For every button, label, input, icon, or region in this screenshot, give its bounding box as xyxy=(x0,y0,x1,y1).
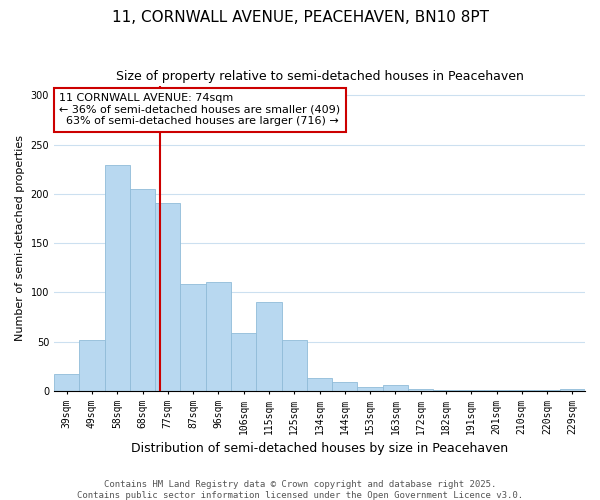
Bar xyxy=(155,202,181,391)
Bar xyxy=(509,390,535,391)
Text: 11 CORNWALL AVENUE: 74sqm
← 36% of semi-detached houses are smaller (409)
  63% : 11 CORNWALL AVENUE: 74sqm ← 36% of semi-… xyxy=(59,93,340,126)
Bar xyxy=(560,389,585,391)
Title: Size of property relative to semi-detached houses in Peacehaven: Size of property relative to semi-detach… xyxy=(116,70,523,83)
X-axis label: Distribution of semi-detached houses by size in Peacehaven: Distribution of semi-detached houses by … xyxy=(131,442,508,455)
Bar xyxy=(484,390,509,391)
Bar xyxy=(130,189,155,391)
Bar xyxy=(281,340,307,391)
Bar xyxy=(307,378,332,391)
Bar xyxy=(535,390,560,391)
Bar xyxy=(54,374,79,391)
Text: Contains HM Land Registry data © Crown copyright and database right 2025.
Contai: Contains HM Land Registry data © Crown c… xyxy=(77,480,523,500)
Bar xyxy=(256,302,281,391)
Bar xyxy=(408,389,433,391)
Bar xyxy=(458,390,484,391)
Bar xyxy=(206,282,231,391)
Bar xyxy=(79,340,104,391)
Bar xyxy=(433,390,458,391)
Bar xyxy=(358,387,383,391)
Bar xyxy=(181,284,206,391)
Bar xyxy=(332,382,358,391)
Text: 11, CORNWALL AVENUE, PEACEHAVEN, BN10 8PT: 11, CORNWALL AVENUE, PEACEHAVEN, BN10 8P… xyxy=(112,10,488,25)
Y-axis label: Number of semi-detached properties: Number of semi-detached properties xyxy=(15,135,25,341)
Bar xyxy=(383,385,408,391)
Bar xyxy=(231,332,256,391)
Bar xyxy=(104,166,130,391)
